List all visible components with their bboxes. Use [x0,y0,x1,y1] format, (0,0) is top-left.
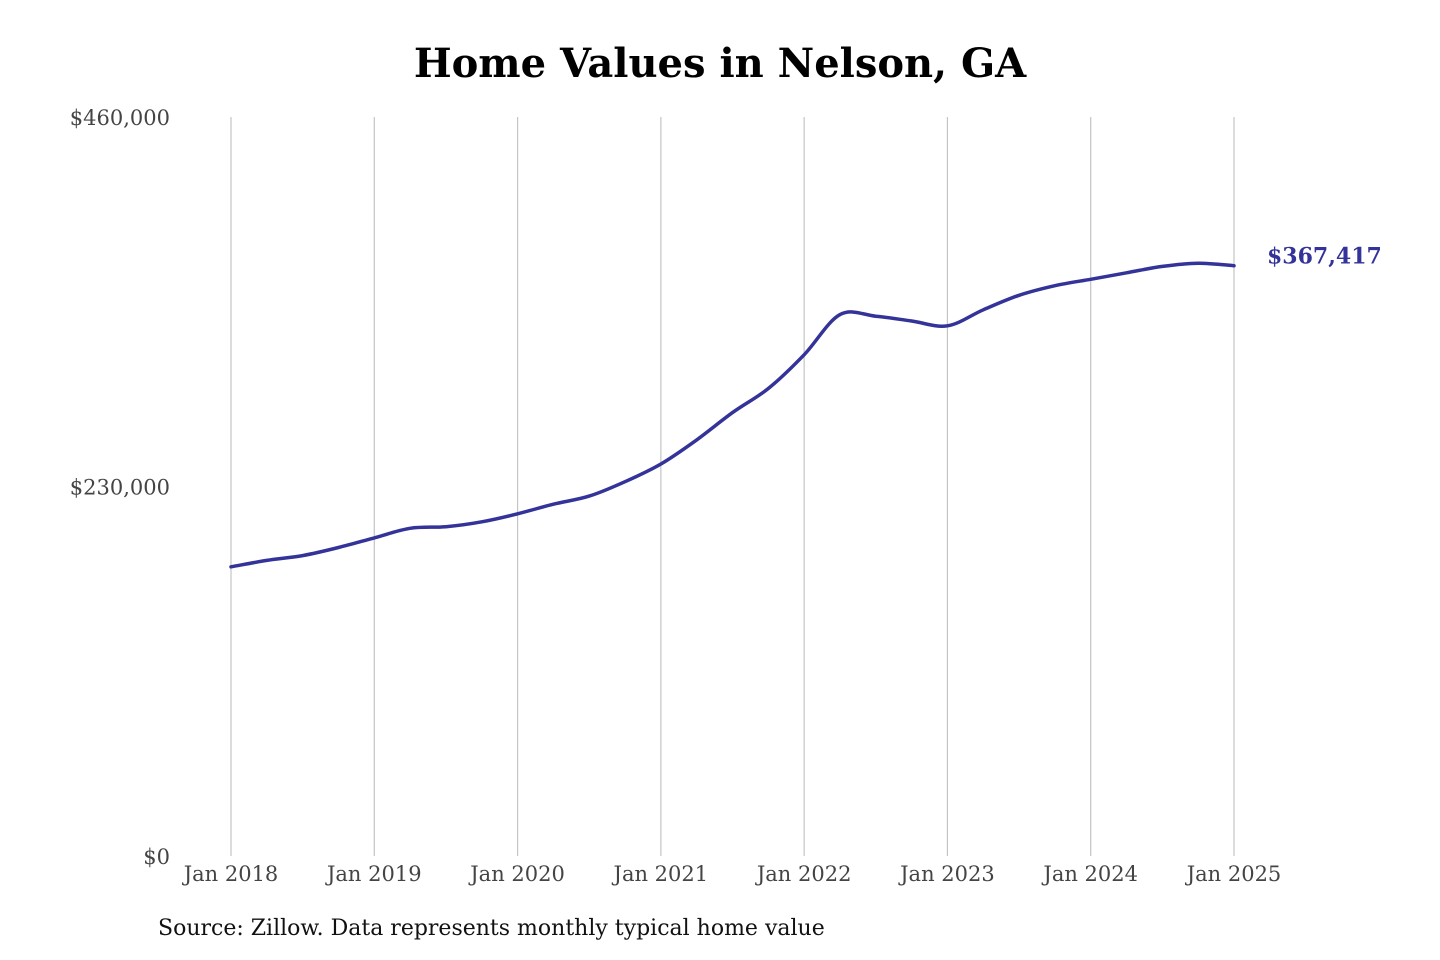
y-tick-label-2: $460,000 [70,106,170,130]
source-note: Source: Zillow. Data represents monthly … [158,916,825,941]
y-tick-label-1: $230,000 [70,476,170,500]
series-line-0 [229,261,1236,569]
x-tick-label-6: Jan 2024 [1041,862,1138,886]
x-tick-label-3: Jan 2021 [612,862,709,886]
x-tick-label-0: Jan 2018 [182,862,279,886]
series-end-label: $367,417 [1267,244,1382,270]
x-tick-label-4: Jan 2022 [755,862,852,886]
y-tick-label-0: $0 [143,845,170,869]
x-tick-label-5: Jan 2023 [898,862,995,886]
x-tick-label-2: Jan 2020 [468,862,565,886]
chart-title: Home Values in Nelson, GA [413,40,1027,87]
x-tick-label-7: Jan 2025 [1185,862,1282,886]
x-tick-label-1: Jan 2019 [325,862,422,886]
